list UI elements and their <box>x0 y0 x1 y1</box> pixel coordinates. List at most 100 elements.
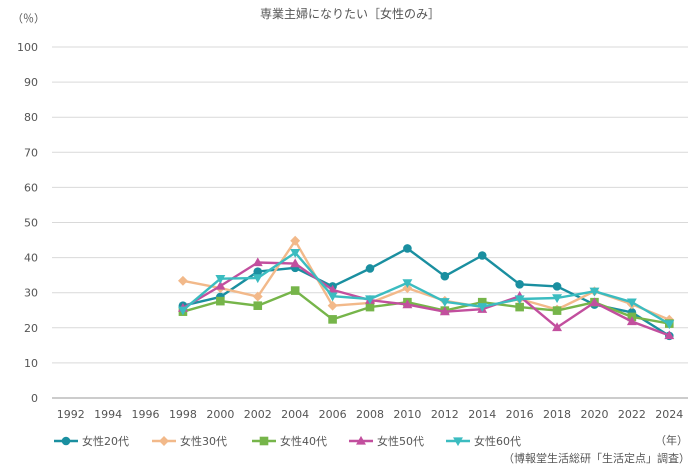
data-point <box>215 280 226 290</box>
x-axis-unit: （年） <box>655 433 688 447</box>
data-point <box>327 284 338 294</box>
data-point <box>328 315 337 324</box>
legend-label: 女性40代 <box>280 434 327 448</box>
data-point <box>552 282 562 291</box>
data-point <box>252 291 263 302</box>
data-point <box>477 303 488 312</box>
data-point <box>589 297 600 307</box>
data-point <box>402 299 413 309</box>
y-tick-label: 50 <box>24 217 38 230</box>
legend-item: 女性30代 <box>152 434 227 448</box>
y-tick-label: 40 <box>24 252 38 265</box>
data-point <box>477 251 487 260</box>
x-tick-label: 2014 <box>468 408 496 421</box>
data-point <box>477 297 487 307</box>
data-point <box>664 320 675 330</box>
x-tick-label: 2008 <box>356 408 384 421</box>
x-tick-label: 2024 <box>655 408 683 421</box>
legend-label: 女性50代 <box>377 434 424 448</box>
y-tick-label: 20 <box>24 322 38 335</box>
series-line <box>182 247 670 337</box>
data-point <box>515 279 524 289</box>
data-point <box>177 275 188 286</box>
series-line <box>182 251 670 325</box>
data-point <box>365 302 375 312</box>
data-point <box>327 292 338 302</box>
series-lines <box>177 235 675 341</box>
legend-item: 女性40代 <box>252 434 327 448</box>
data-point <box>402 279 413 289</box>
y-tick-labels: 0 10 20 30 40 50 60 70 80 90 100 <box>17 41 38 405</box>
legend-item: 女性20代 <box>54 434 129 448</box>
x-tick-label: 2022 <box>618 408 646 421</box>
x-tick-label: 2020 <box>580 408 608 421</box>
legend-label: 女性60代 <box>474 434 521 448</box>
legend-swatch-marker <box>159 436 169 446</box>
data-point <box>552 322 563 332</box>
data-point <box>290 235 301 246</box>
data-point <box>552 306 562 315</box>
data-point <box>290 258 301 268</box>
data-point <box>552 294 563 304</box>
y-axis-unit: （％） <box>12 12 45 25</box>
data-point <box>290 249 301 258</box>
x-tick-label: 1996 <box>132 408 160 421</box>
series-2 <box>177 235 675 325</box>
legend-swatch-marker <box>356 435 366 445</box>
series-line <box>182 239 670 321</box>
source-note: （博報堂生活総研「生活定点」調査） <box>503 451 690 465</box>
data-point <box>664 330 675 340</box>
x-tick-label: 1992 <box>57 408 85 421</box>
data-point <box>365 264 375 273</box>
chart-title: 専業主婦になりたい［女性のみ］ <box>260 6 440 21</box>
data-point <box>515 302 524 312</box>
x-tick-label: 1994 <box>94 408 122 421</box>
data-point <box>252 274 263 284</box>
data-point <box>216 296 225 306</box>
legend-label: 女性20代 <box>82 434 129 448</box>
legend-swatch-marker <box>259 436 269 446</box>
y-tick-label: 0 <box>31 392 38 405</box>
series-line <box>182 261 670 337</box>
data-point <box>365 295 375 305</box>
x-tick-label: 1998 <box>169 408 197 421</box>
legend-item: 女性60代 <box>446 434 521 448</box>
data-point <box>439 298 450 307</box>
x-tick-label: 2000 <box>206 408 234 421</box>
data-point <box>253 267 263 276</box>
data-point <box>626 298 637 308</box>
series-line <box>182 289 670 325</box>
data-point <box>253 301 263 310</box>
x-tick-label: 2002 <box>244 408 272 421</box>
data-point <box>402 283 413 294</box>
data-point <box>626 316 637 326</box>
legend-item: 女性50代 <box>349 434 424 448</box>
series-5 <box>177 249 675 330</box>
y-tick-label: 30 <box>24 287 38 300</box>
data-point <box>215 275 226 284</box>
legend-swatch-marker <box>61 436 71 446</box>
data-point <box>440 271 450 281</box>
x-tick-label: 2010 <box>393 408 421 421</box>
x-tick-label: 2004 <box>281 408 309 421</box>
grid-lines <box>52 46 688 399</box>
y-tick-label: 100 <box>17 41 38 54</box>
x-tick-label: 2012 <box>431 408 459 421</box>
y-tick-label: 60 <box>24 181 38 194</box>
y-tick-label: 90 <box>24 76 38 89</box>
data-point <box>514 295 525 305</box>
x-tick-label: 2016 <box>506 408 534 421</box>
data-point <box>439 306 450 316</box>
data-point <box>290 286 300 295</box>
data-point <box>252 257 263 267</box>
legend-label: 女性30代 <box>180 434 227 448</box>
data-point <box>327 300 338 311</box>
x-tick-label: 2006 <box>319 408 347 421</box>
x-tick-label: 2018 <box>543 408 571 421</box>
y-tick-label: 70 <box>24 146 38 159</box>
data-point <box>589 287 600 297</box>
legend: 女性20代 女性30代 女性40代 女性50代 女性60代 <box>54 434 521 448</box>
x-tick-labels: 1992 1994 1996 1998 2000 2002 2004 2006 2008 2010… <box>57 408 684 421</box>
series-4 <box>177 257 675 340</box>
